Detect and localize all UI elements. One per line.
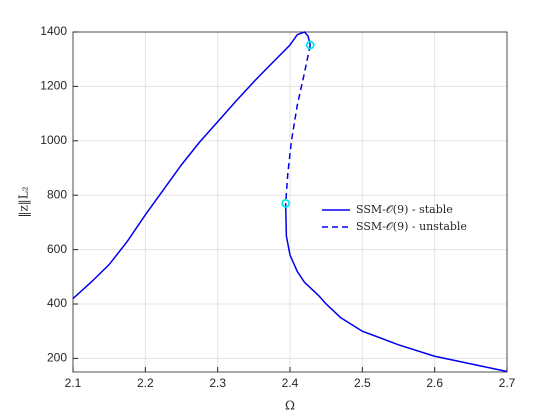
x-axis-label: Ω — [285, 399, 295, 413]
y-tick-label: 1000 — [40, 133, 67, 147]
x-tick-label: 2.1 — [65, 376, 82, 390]
y-tick-label: 1400 — [40, 24, 67, 38]
y-tick-label: 1200 — [40, 79, 67, 93]
y-tick-label: 400 — [47, 296, 67, 310]
x-tick-label: 2.6 — [426, 376, 443, 390]
x-tick-label: 2.4 — [282, 376, 299, 390]
fold-marker — [281, 198, 291, 208]
y-tick-label: 800 — [47, 187, 67, 201]
legend-label: SSM-𝒪(9) - unstable — [356, 220, 467, 233]
x-tick-label: 2.2 — [137, 376, 154, 390]
data-line — [72, 31, 508, 373]
axes-box — [72, 31, 508, 373]
legend-label: SSM-𝒪(9) - stable — [356, 203, 453, 216]
x-tick-label: 2.7 — [499, 376, 516, 390]
y-tick-label: 200 — [47, 351, 67, 365]
x-tick-label: 2.3 — [209, 376, 226, 390]
fold-marker — [305, 40, 315, 50]
data-line — [284, 44, 311, 204]
x-tick-label: 2.5 — [354, 376, 371, 390]
y-tick-label: 600 — [47, 242, 67, 256]
y-axis-label: ‖z‖L₂ — [17, 186, 31, 217]
